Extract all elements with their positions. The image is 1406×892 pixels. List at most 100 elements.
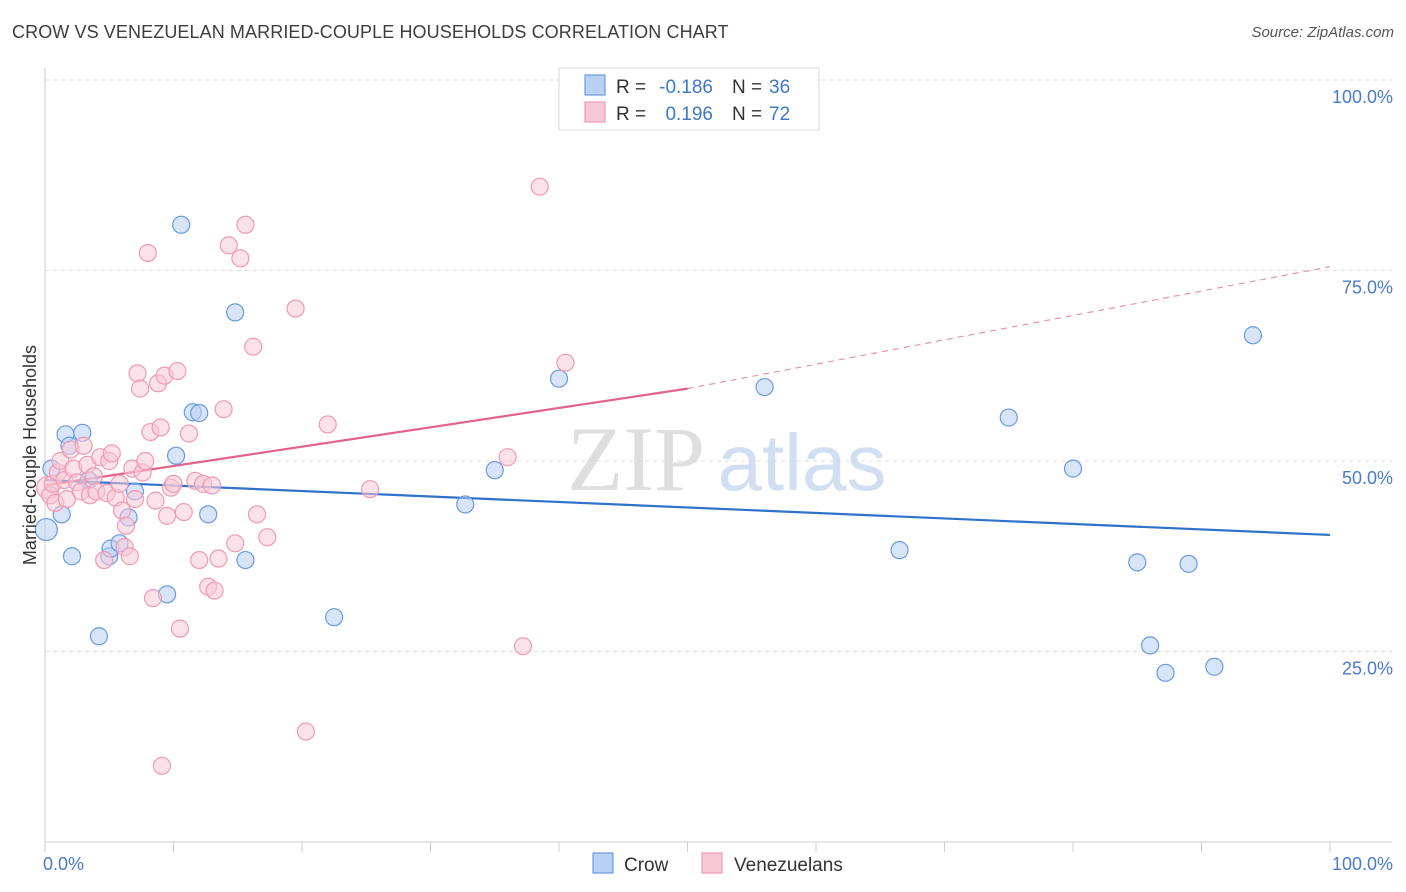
legend-swatch-venezuelans (584, 101, 606, 123)
point-venezuelans (202, 476, 222, 495)
bottom-legend-swatch-venezuelans (701, 852, 723, 874)
point-crow (1140, 636, 1160, 655)
point-venezuelans (209, 549, 228, 568)
point-venezuelans (57, 490, 76, 509)
point-crow (89, 627, 109, 646)
point-venezuelans (170, 619, 190, 638)
point-crow (236, 550, 255, 570)
point-crow (34, 517, 58, 542)
point-venezuelans (513, 637, 533, 656)
y-tick-label: 25.0% (1342, 659, 1393, 679)
point-crow (226, 303, 245, 322)
legend-r-value-venezuelans: 0.196 (665, 104, 713, 125)
point-venezuelans (151, 418, 170, 437)
legend-n-value-venezuelans: 72 (769, 104, 790, 125)
axes (44, 68, 1392, 852)
point-venezuelans (530, 177, 549, 196)
bottom-legend-label-venezuelans: Venezuelans (734, 855, 843, 876)
legend-r-label-venezuelans: R = (616, 104, 646, 125)
trend-line-crow (44, 478, 1331, 537)
y-tick-label: 100.0% (1332, 87, 1393, 107)
point-venezuelans (258, 528, 277, 547)
point-crow (190, 403, 209, 423)
point-venezuelans (361, 480, 380, 499)
point-crow (1063, 459, 1083, 478)
legend-n-value-crow: 36 (769, 77, 790, 98)
y-tick-label: 75.0% (1342, 278, 1393, 298)
point-venezuelans (102, 444, 121, 463)
trend-lines (44, 266, 1331, 537)
point-venezuelans (146, 491, 165, 510)
point-venezuelans (190, 550, 209, 570)
bottom-legend-label-crow: Crow (624, 855, 669, 876)
point-venezuelans (152, 756, 172, 775)
data-points (34, 177, 1263, 775)
point-venezuelans (95, 550, 114, 570)
point-venezuelans (226, 534, 245, 553)
point-venezuelans (179, 424, 199, 443)
point-venezuelans (116, 516, 136, 535)
point-crow (166, 446, 186, 465)
point-crow (1243, 326, 1263, 345)
point-crow (1205, 657, 1224, 676)
point-crow (999, 408, 1018, 427)
point-crow (890, 541, 909, 560)
point-crow (62, 547, 82, 566)
point-venezuelans (128, 364, 147, 383)
point-venezuelans (286, 299, 305, 318)
point-venezuelans (247, 505, 267, 524)
point-venezuelans (214, 400, 233, 419)
legend-r-label-crow: R = (616, 77, 646, 98)
point-venezuelans (174, 502, 193, 522)
point-venezuelans (138, 243, 157, 263)
point-venezuelans (318, 415, 337, 434)
y-tick-label: 50.0% (1342, 468, 1393, 488)
point-venezuelans (74, 436, 93, 455)
point-venezuelans (136, 451, 155, 471)
legend: R = -0.186 N = 36 R = 0.196 N = 72 (558, 67, 820, 131)
trend-line-venezuelans (44, 387, 688, 487)
bottom-legend: Crow Venezuelans (592, 852, 843, 876)
legend-n-label-venezuelans: N = (732, 104, 762, 125)
point-venezuelans (120, 547, 139, 566)
watermark-atlas: atlas (718, 418, 887, 507)
point-venezuelans (143, 589, 163, 608)
point-crow (172, 215, 191, 234)
point-venezuelans (205, 581, 224, 600)
source-label: Source: ZipAtlas.com (1251, 24, 1394, 41)
point-venezuelans (231, 249, 250, 268)
point-venezuelans (164, 474, 183, 493)
legend-n-label-crow: N = (732, 77, 762, 98)
point-venezuelans (130, 379, 150, 398)
point-venezuelans (556, 353, 575, 372)
x-tick-label-max: 100.0% (1332, 854, 1393, 874)
point-crow (1179, 554, 1198, 573)
point-crow (199, 505, 218, 524)
bottom-legend-swatch-crow (592, 852, 614, 874)
y-tick-labels: 25.0% 50.0% 75.0% 100.0% (1332, 87, 1393, 679)
watermark-zip: ZIP (567, 408, 705, 510)
grid-lines (45, 79, 1392, 652)
point-venezuelans (498, 448, 517, 467)
point-crow (485, 461, 504, 480)
point-venezuelans (125, 490, 145, 509)
y-axis-title: Married-couple Households (20, 345, 40, 565)
point-crow (456, 495, 475, 514)
point-venezuelans (157, 506, 177, 525)
point-venezuelans (84, 467, 103, 486)
point-venezuelans (110, 474, 129, 493)
point-crow (755, 377, 774, 397)
point-crow (1128, 553, 1147, 572)
chart-title: CROW VS VENEZUELAN MARRIED-COUPLE HOUSEH… (12, 22, 729, 42)
point-venezuelans (236, 215, 255, 234)
trend-line-ext-venezuelans (687, 266, 1331, 390)
point-venezuelans (296, 722, 315, 741)
point-venezuelans (219, 236, 238, 255)
x-tick-labels: 0.0% 100.0% (43, 854, 1393, 874)
watermark: ZIP atlas (567, 408, 886, 510)
point-crow (1156, 663, 1175, 682)
point-crow (549, 369, 569, 388)
point-venezuelans (244, 337, 263, 356)
legend-swatch-crow (584, 74, 606, 96)
